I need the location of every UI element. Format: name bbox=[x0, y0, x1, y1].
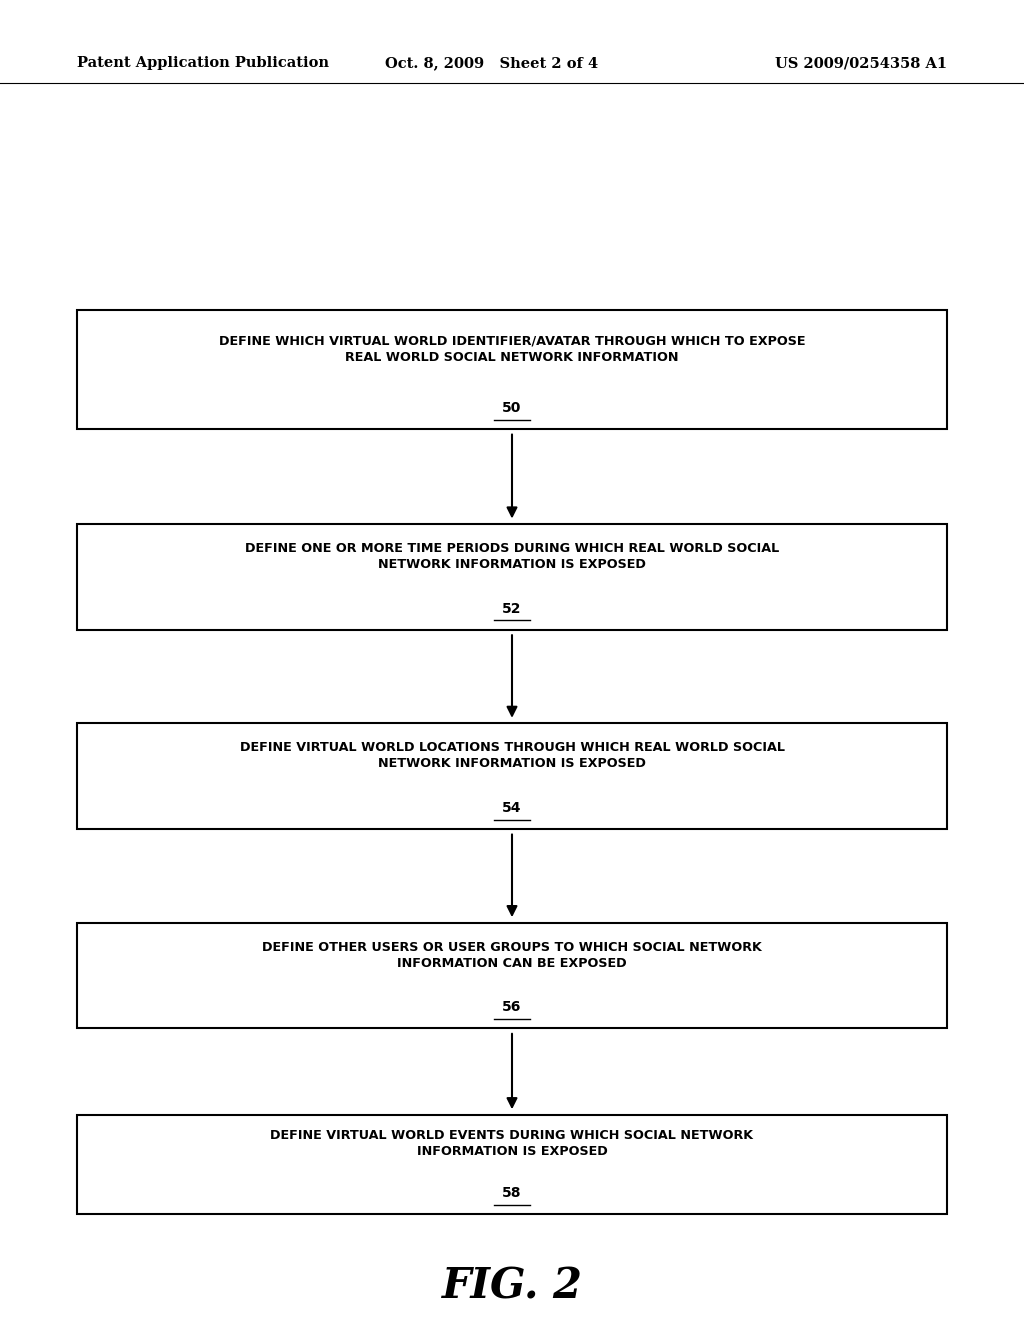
Text: DEFINE OTHER USERS OR USER GROUPS TO WHICH SOCIAL NETWORK
INFORMATION CAN BE EXP: DEFINE OTHER USERS OR USER GROUPS TO WHI… bbox=[262, 941, 762, 969]
Text: FIG. 2: FIG. 2 bbox=[441, 1266, 583, 1307]
Bar bbox=[77, 723, 947, 829]
Text: Oct. 8, 2009   Sheet 2 of 4: Oct. 8, 2009 Sheet 2 of 4 bbox=[385, 57, 598, 70]
Bar bbox=[77, 923, 947, 1028]
Text: DEFINE WHICH VIRTUAL WORLD IDENTIFIER/AVATAR THROUGH WHICH TO EXPOSE
REAL WORLD : DEFINE WHICH VIRTUAL WORLD IDENTIFIER/AV… bbox=[219, 335, 805, 363]
Text: DEFINE VIRTUAL WORLD EVENTS DURING WHICH SOCIAL NETWORK
INFORMATION IS EXPOSED: DEFINE VIRTUAL WORLD EVENTS DURING WHICH… bbox=[270, 1130, 754, 1158]
Bar bbox=[77, 1114, 947, 1214]
Text: DEFINE ONE OR MORE TIME PERIODS DURING WHICH REAL WORLD SOCIAL
NETWORK INFORMATI: DEFINE ONE OR MORE TIME PERIODS DURING W… bbox=[245, 543, 779, 570]
Text: 54: 54 bbox=[502, 801, 522, 814]
Text: US 2009/0254358 A1: US 2009/0254358 A1 bbox=[775, 57, 947, 70]
Bar bbox=[77, 310, 947, 429]
Bar bbox=[77, 524, 947, 630]
Text: 52: 52 bbox=[502, 602, 522, 615]
Text: 50: 50 bbox=[503, 401, 521, 414]
Text: DEFINE VIRTUAL WORLD LOCATIONS THROUGH WHICH REAL WORLD SOCIAL
NETWORK INFORMATI: DEFINE VIRTUAL WORLD LOCATIONS THROUGH W… bbox=[240, 742, 784, 770]
Text: 56: 56 bbox=[503, 1001, 521, 1014]
Text: Patent Application Publication: Patent Application Publication bbox=[77, 57, 329, 70]
Text: 58: 58 bbox=[502, 1185, 522, 1200]
